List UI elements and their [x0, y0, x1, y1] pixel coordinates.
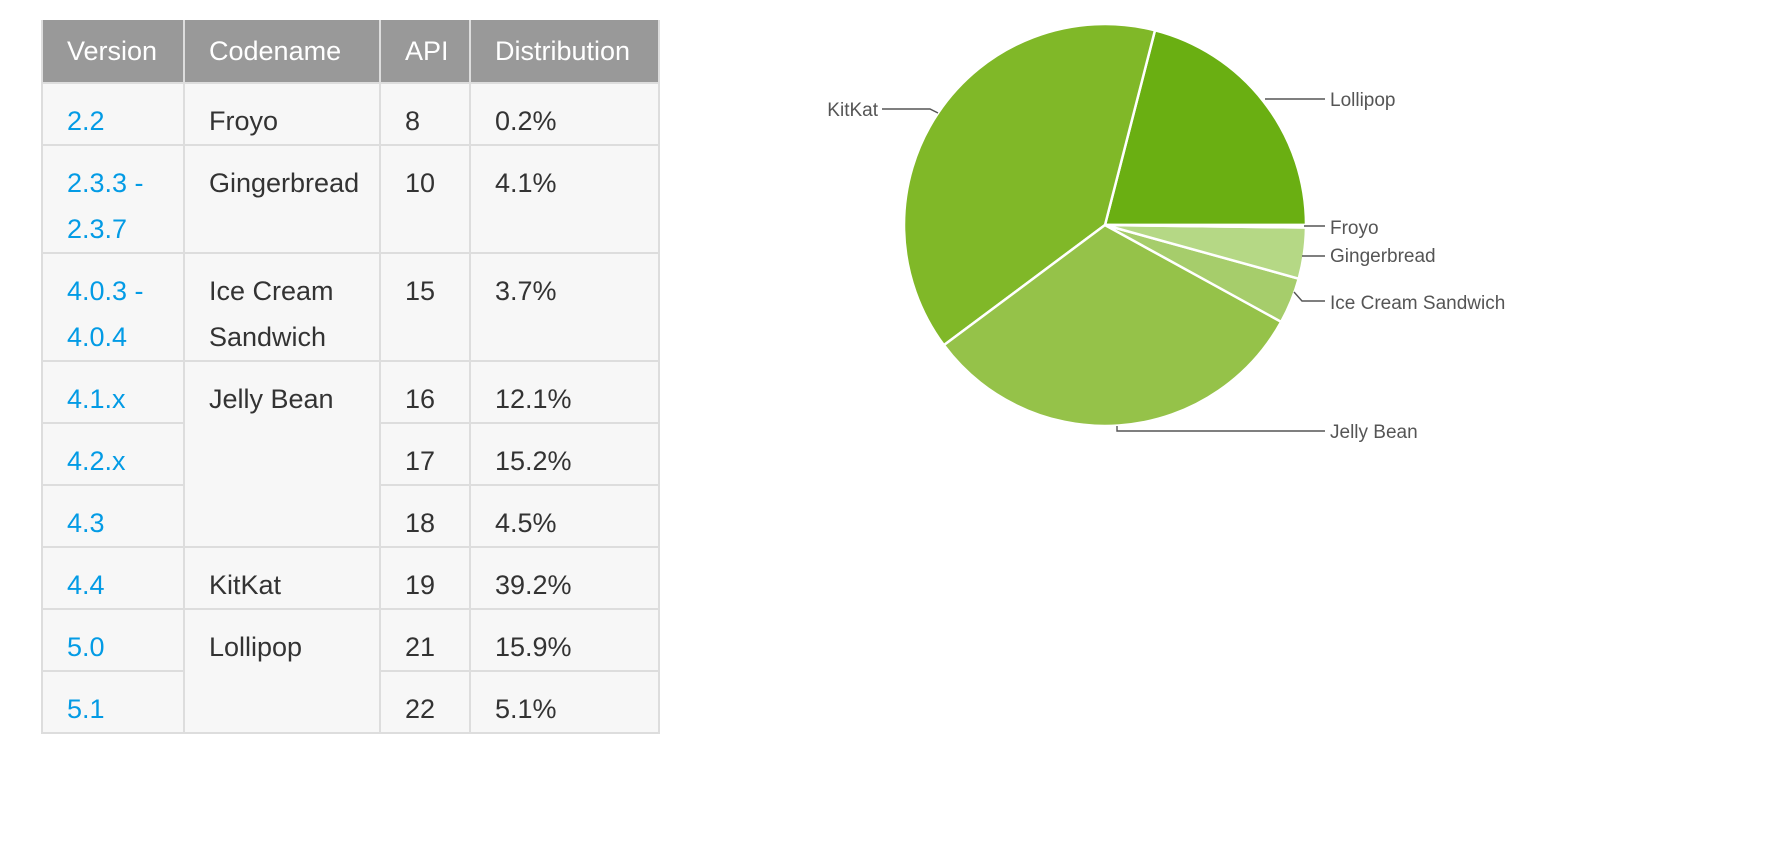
pie-leaders — [882, 98, 1325, 432]
pie-label-jelly-bean: Jelly Bean — [1330, 422, 1418, 443]
table-row: 2.2 Froyo 8 0.2% — [41, 82, 660, 146]
table-row: 2.3.3 -2.3.7 Gingerbread 10 4.1% — [41, 144, 660, 254]
version-link[interactable]: 2.2 — [41, 82, 185, 146]
api-cell: 17 — [379, 422, 471, 486]
codename-cell: Lollipop — [183, 608, 381, 734]
api-cell: 18 — [379, 484, 471, 548]
pie-chart: Lollipop KitKat Jelly Bean Ice Cream Sandwi… — [827, 22, 1505, 443]
table-row: 5.1 22 5.1% — [41, 670, 660, 734]
distribution-table: Version Codename API Distribution 2.2 Fr… — [41, 20, 660, 734]
api-cell: 19 — [379, 546, 471, 610]
table-row: 4.0.3 -4.0.4 Ice Cream Sandwich 15 3.7% — [41, 252, 660, 362]
distribution-cell: 3.7% — [469, 252, 660, 362]
api-cell: 8 — [379, 82, 471, 146]
version-link[interactable]: 4.2.x — [41, 422, 185, 486]
header-api: API — [379, 20, 471, 84]
api-cell: 15 — [379, 252, 471, 362]
pie-label-kitkat: KitKat — [827, 100, 878, 121]
codename-cell: Ice Cream Sandwich — [183, 252, 381, 362]
api-cell: 21 — [379, 608, 471, 672]
table-row: 4.3 18 4.5% — [41, 484, 660, 548]
leader-line-kitkat — [882, 108, 939, 114]
distribution-cell: 12.1% — [469, 360, 660, 424]
version-link[interactable]: 4.3 — [41, 484, 185, 548]
table-row: 5.0 Lollipop 21 15.9% — [41, 608, 660, 734]
distribution-cell: 4.1% — [469, 144, 660, 254]
version-link[interactable]: 4.1.x — [41, 360, 185, 424]
version-link[interactable]: 4.4 — [41, 546, 185, 610]
table-row: 4.4 KitKat 19 39.2% — [41, 546, 660, 610]
version-link[interactable]: 4.0.3 -4.0.4 — [41, 252, 185, 362]
version-link[interactable]: 5.0 — [41, 608, 185, 672]
table-header-row: Version Codename API Distribution — [41, 20, 660, 84]
pie-label-gingerbread: Gingerbread — [1330, 246, 1436, 267]
pie-slice-lollipop — [1103, 28, 1308, 227]
header-version: Version — [41, 20, 185, 84]
distribution-cell: 4.5% — [469, 484, 660, 548]
codename-cell: Jelly Bean — [183, 360, 381, 548]
version-link[interactable]: 2.3.3 -2.3.7 — [41, 144, 185, 254]
leader-line-jelly-bean — [1116, 426, 1325, 432]
distribution-cell: 15.2% — [469, 422, 660, 486]
table-row: 4.1.x Jelly Bean 16 12.1% — [41, 360, 660, 548]
header-distribution: Distribution — [469, 20, 660, 84]
api-cell: 16 — [379, 360, 471, 424]
table-row: 4.2.x 17 15.2% — [41, 422, 660, 486]
pie-labels: Lollipop KitKat Jelly Bean Ice Cream Sandwi… — [827, 90, 1505, 443]
distribution-cell: 5.1% — [469, 670, 660, 734]
distribution-cell: 15.9% — [469, 608, 660, 672]
pie-label-lollipop: Lollipop — [1330, 90, 1396, 111]
pie-label-ice-cream-sandwich: Ice Cream Sandwich — [1330, 293, 1505, 314]
version-link[interactable]: 5.1 — [41, 670, 185, 734]
pie-slice-kitkat — [902, 22, 1157, 347]
distribution-cell: 0.2% — [469, 82, 660, 146]
codename-cell: Froyo — [183, 82, 381, 146]
header-codename: Codename — [183, 20, 381, 84]
pie-label-froyo: Froyo — [1330, 218, 1379, 239]
codename-cell: KitKat — [183, 546, 381, 610]
pie-slices — [902, 22, 1308, 428]
api-cell: 10 — [379, 144, 471, 254]
pie-slice-jelly-bean — [942, 223, 1283, 428]
distribution-cell: 39.2% — [469, 546, 660, 610]
codename-cell: Gingerbread — [183, 144, 381, 254]
leader-line-ice-cream-sandwich — [1293, 291, 1325, 302]
api-cell: 22 — [379, 670, 471, 734]
